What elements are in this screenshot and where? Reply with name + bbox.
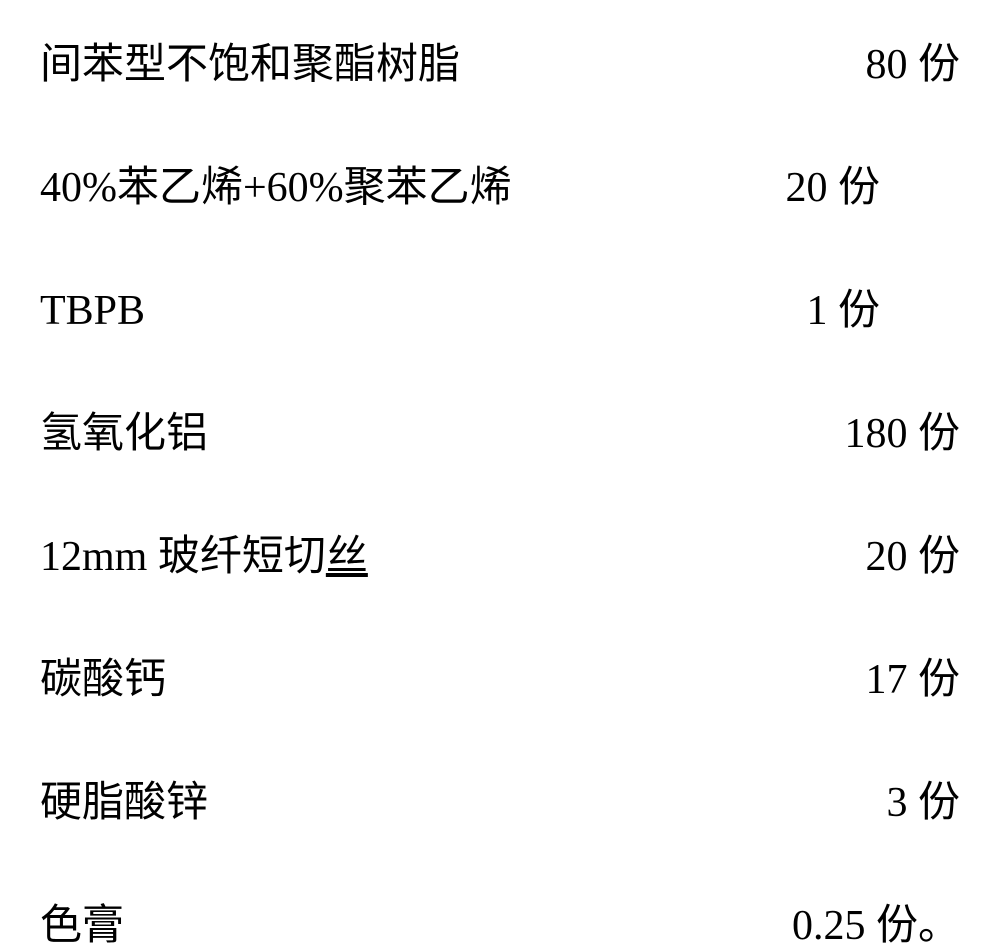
- ingredient-row: 氢氧化铝 180 份: [40, 399, 960, 460]
- ingredient-list: 间苯型不饱和聚酯树脂 80 份 40%苯乙烯+60%聚苯乙烯 20 份 TBPB…: [40, 30, 960, 952]
- ingredient-amount: 17 份: [865, 645, 960, 706]
- ingredient-name: 碳酸钙: [40, 645, 865, 706]
- ingredient-name: 色膏: [40, 891, 792, 952]
- ingredient-row: 碳酸钙 17 份: [40, 645, 960, 706]
- ingredient-underlined: 丝: [326, 534, 368, 580]
- ingredient-amount: 20 份: [785, 153, 880, 214]
- ingredient-prefix: 12mm 玻纤短切: [40, 534, 326, 580]
- ingredient-name: 40%苯乙烯+60%聚苯乙烯: [40, 153, 785, 214]
- ingredient-name: 硬脂酸锌: [40, 768, 886, 829]
- ingredient-name: 12mm 玻纤短切丝: [40, 522, 865, 583]
- ingredient-row: 色膏 0.25 份。: [40, 891, 960, 952]
- ingredient-amount: 0.25 份。: [792, 891, 960, 952]
- ingredient-row: 12mm 玻纤短切丝 20 份: [40, 522, 960, 583]
- ingredient-amount: 1 份: [806, 276, 880, 337]
- ingredient-name: TBPB: [40, 287, 806, 335]
- ingredient-row: 硬脂酸锌 3 份: [40, 768, 960, 829]
- ingredient-amount: 80 份: [865, 30, 960, 91]
- ingredient-name: 氢氧化铝: [40, 399, 844, 460]
- ingredient-amount: 20 份: [865, 522, 960, 583]
- ingredient-name: 间苯型不饱和聚酯树脂: [40, 30, 865, 91]
- ingredient-row: TBPB 1 份: [40, 276, 960, 337]
- ingredient-row: 40%苯乙烯+60%聚苯乙烯 20 份: [40, 153, 960, 214]
- ingredient-amount: 180 份: [844, 399, 960, 460]
- ingredient-row: 间苯型不饱和聚酯树脂 80 份: [40, 30, 960, 91]
- ingredient-amount: 3 份: [886, 768, 960, 829]
